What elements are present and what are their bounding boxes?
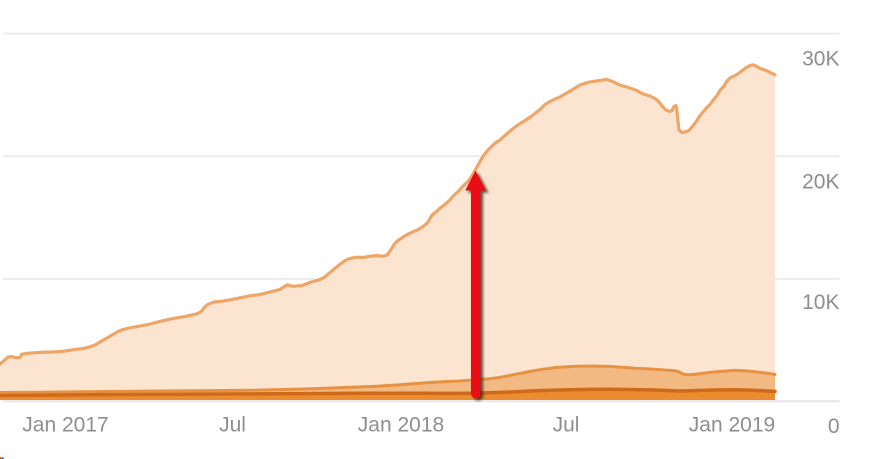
svg-text:10K: 10K (802, 291, 839, 314)
svg-text:20K: 20K (802, 170, 839, 193)
svg-text:Jul: Jul (553, 414, 580, 437)
svg-text:Jul: Jul (219, 414, 246, 437)
svg-text:Jan 2018: Jan 2018 (358, 414, 444, 437)
svg-text:Jan 2017: Jan 2017 (22, 414, 108, 437)
svg-text:Jan 2019: Jan 2019 (689, 414, 775, 437)
svg-text:30K: 30K (802, 48, 839, 71)
svg-text:0: 0 (828, 415, 840, 438)
